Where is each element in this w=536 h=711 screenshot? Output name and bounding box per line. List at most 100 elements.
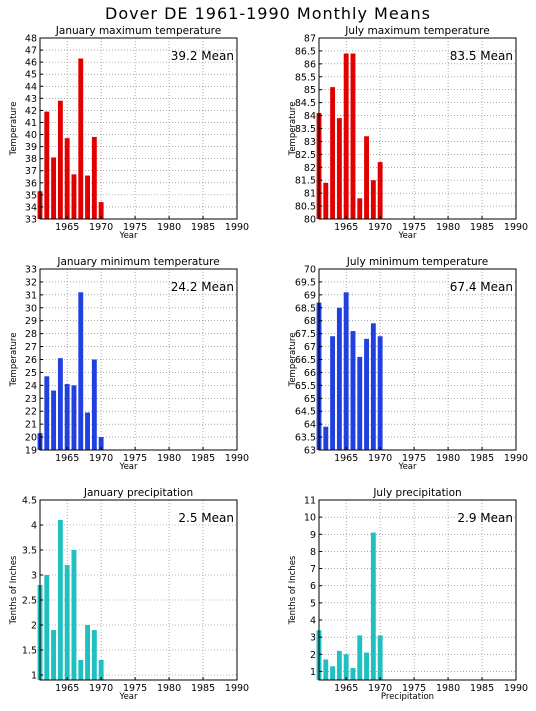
y-tick-label: 25 bbox=[25, 368, 37, 379]
chart-panel: January minimum temperature 19 20 21 22 23 24 2… bbox=[9, 256, 249, 472]
mean-label: 83.5 Mean bbox=[450, 49, 513, 63]
y-tick-label: 67.5 bbox=[295, 329, 316, 340]
bar bbox=[336, 118, 342, 219]
x-tick-label: 1985 bbox=[191, 453, 215, 464]
bar bbox=[64, 138, 70, 219]
y-tick-label: 63 bbox=[304, 446, 316, 457]
bar bbox=[57, 100, 63, 219]
x-axis-label: Year bbox=[119, 462, 139, 472]
bar bbox=[330, 666, 336, 680]
y-tick-label: 2 bbox=[310, 650, 316, 661]
y-tick-label: 30 bbox=[25, 303, 37, 314]
mean-label: 67.4 Mean bbox=[450, 280, 513, 294]
y-tick-label: 64.5 bbox=[295, 407, 316, 418]
x-tick-label: 1985 bbox=[470, 222, 494, 233]
y-tick-label: 34 bbox=[25, 202, 37, 213]
chart-panel: July minimum temperature 63 63.5 64 64.5 65 65… bbox=[288, 256, 528, 472]
y-tick-label: 36 bbox=[25, 178, 37, 189]
x-tick-label: 1990 bbox=[504, 683, 528, 694]
y-tick-label: 70 bbox=[304, 265, 316, 276]
y-tick-label: 84.5 bbox=[295, 98, 316, 109]
y-tick-label: 3.5 bbox=[22, 546, 37, 557]
bar bbox=[85, 625, 90, 680]
y-tick-label: 40 bbox=[25, 130, 37, 141]
x-tick-label: 1970 bbox=[89, 222, 113, 233]
y-tick-label: 7 bbox=[310, 564, 316, 575]
y-tick-label: 63.5 bbox=[295, 433, 316, 444]
bar bbox=[71, 385, 77, 450]
bar bbox=[343, 53, 349, 220]
bar bbox=[343, 292, 349, 450]
bar bbox=[51, 157, 57, 219]
x-axis-label: Year bbox=[119, 692, 139, 702]
y-axis-label: Tenths of Inches bbox=[9, 555, 19, 625]
chart-panel: July precipitation 1 2 3 4 5 6 7 8 9 10 11 1965 1970 1… bbox=[288, 487, 528, 702]
x-tick-label: 1965 bbox=[55, 222, 79, 233]
x-tick-label: 1985 bbox=[470, 453, 494, 464]
y-tick-label: 80.5 bbox=[295, 202, 316, 213]
y-tick-label: 83.5 bbox=[295, 124, 316, 135]
bar bbox=[98, 660, 104, 680]
y-tick-label: 85.5 bbox=[295, 72, 316, 83]
y-tick-label: 2 bbox=[31, 621, 37, 632]
y-axis-label: Temperature bbox=[288, 102, 298, 157]
y-tick-label: 3 bbox=[310, 633, 316, 644]
y-tick-label: 33 bbox=[25, 215, 37, 226]
y-tick-label: 68.5 bbox=[295, 303, 316, 314]
y-tick-label: 23 bbox=[25, 394, 37, 405]
x-axis-label: Year bbox=[398, 231, 418, 241]
x-tick-label: 1980 bbox=[436, 222, 460, 233]
y-tick-label: 44 bbox=[25, 82, 37, 93]
chart-panel: January precipitation 1 1.5 2 2.5 3 3.5 4 4.5 196… bbox=[9, 487, 249, 702]
bar bbox=[350, 668, 356, 680]
y-tick-label: 47 bbox=[25, 46, 37, 57]
bar bbox=[357, 198, 363, 219]
x-tick-label: 1970 bbox=[368, 683, 392, 694]
x-tick-label: 1975 bbox=[123, 222, 147, 233]
y-tick-label: 9 bbox=[310, 530, 316, 541]
y-tick-label: 85 bbox=[304, 85, 316, 96]
bar bbox=[64, 565, 70, 680]
y-tick-label: 11 bbox=[304, 496, 316, 507]
bar bbox=[350, 53, 356, 220]
mean-label: 2.9 Mean bbox=[457, 511, 513, 525]
y-tick-label: 65 bbox=[304, 394, 316, 405]
bar bbox=[57, 358, 63, 450]
bar bbox=[71, 174, 77, 219]
bar bbox=[377, 635, 383, 680]
y-tick-label: 69 bbox=[304, 290, 316, 301]
chart-title: January maximum temperature bbox=[55, 25, 221, 37]
y-tick-label: 83 bbox=[304, 137, 316, 148]
y-tick-label: 38 bbox=[25, 154, 37, 165]
y-tick-label: 4 bbox=[310, 616, 316, 627]
y-tick-label: 43 bbox=[25, 94, 37, 105]
y-tick-label: 82 bbox=[304, 163, 316, 174]
y-tick-label: 29 bbox=[25, 316, 37, 327]
y-tick-label: 65.5 bbox=[295, 381, 316, 392]
y-tick-label: 19 bbox=[25, 446, 37, 457]
x-tick-label: 1965 bbox=[55, 453, 79, 464]
x-tick-label: 1990 bbox=[225, 453, 249, 464]
bar bbox=[323, 659, 329, 680]
y-tick-label: 69.5 bbox=[295, 277, 316, 288]
y-tick-label: 66 bbox=[304, 368, 316, 379]
x-tick-label: 1975 bbox=[123, 683, 147, 694]
bar bbox=[91, 136, 97, 219]
bar bbox=[336, 650, 342, 680]
x-tick-label: 1965 bbox=[334, 453, 358, 464]
y-tick-label: 1 bbox=[31, 671, 37, 682]
y-tick-label: 10 bbox=[304, 513, 316, 524]
bar bbox=[71, 550, 77, 680]
x-tick-label: 1985 bbox=[470, 683, 494, 694]
y-tick-label: 81.5 bbox=[295, 176, 316, 187]
y-tick-label: 82.5 bbox=[295, 150, 316, 161]
x-tick-label: 1990 bbox=[504, 453, 528, 464]
y-tick-label: 3 bbox=[31, 571, 37, 582]
y-tick-label: 8 bbox=[310, 547, 316, 558]
y-axis-label: Tenths of Inches bbox=[288, 555, 298, 625]
y-tick-label: 86.5 bbox=[295, 46, 316, 57]
x-tick-label: 1975 bbox=[402, 683, 426, 694]
y-tick-label: 80 bbox=[304, 215, 316, 226]
y-tick-label: 67 bbox=[304, 342, 316, 353]
y-tick-label: 1 bbox=[310, 667, 316, 678]
